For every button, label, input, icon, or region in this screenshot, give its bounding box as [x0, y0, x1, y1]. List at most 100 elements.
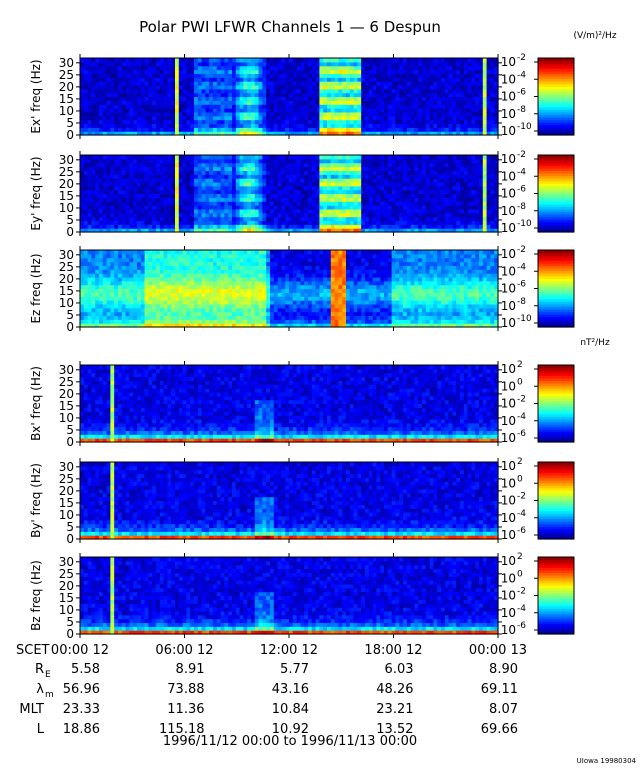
spectrogram-cell — [114, 194, 118, 198]
spectrogram-cell — [464, 70, 468, 74]
spectrogram-cell — [118, 312, 122, 316]
spectrogram-cell — [304, 85, 308, 89]
spectrogram-cell — [441, 100, 445, 104]
spectrogram-cell — [468, 123, 472, 127]
spectrogram-cell — [251, 190, 255, 194]
spectrogram-cell — [145, 85, 149, 89]
colorbar-tick-exponent: -4 — [517, 167, 526, 177]
spectrogram-cell — [388, 155, 392, 159]
spectrogram-cell — [133, 127, 137, 131]
spectrogram-cell — [316, 93, 320, 97]
spectrogram-cell — [483, 194, 487, 198]
spectrogram-cell — [262, 213, 266, 217]
spectrogram-cell — [449, 116, 453, 120]
spectrogram-cell — [129, 167, 133, 171]
spectrogram-cell — [437, 167, 441, 171]
spectrogram-cell — [335, 73, 339, 77]
spectrogram-cell — [205, 81, 209, 85]
spectrogram-cell — [376, 58, 380, 62]
spectrogram-cell — [103, 116, 107, 120]
spectrogram-cell — [107, 77, 111, 81]
spectrogram-cell — [411, 155, 415, 159]
spectrogram-cell — [99, 217, 103, 221]
spectrogram-cell — [270, 123, 274, 127]
spectrogram-cell — [129, 97, 133, 101]
spectrogram-cell — [449, 62, 453, 66]
spectrogram-cell — [456, 81, 460, 85]
spectrogram-cell — [403, 73, 407, 77]
spectrogram-cell — [418, 62, 422, 66]
spectrogram-cell — [190, 174, 194, 178]
spectrogram-cell — [129, 77, 133, 81]
spectrogram-cell — [452, 217, 456, 221]
spectrogram-cell — [354, 120, 358, 124]
spectrogram-cell — [164, 70, 168, 74]
spectrogram-cell — [468, 217, 472, 221]
spectrogram-cell — [380, 77, 384, 81]
spectrogram-cell — [437, 104, 441, 108]
spectrogram-cell — [365, 70, 369, 74]
spectrogram-cell — [194, 220, 198, 224]
spectrogram-cell — [84, 89, 88, 93]
spectrogram-cell — [205, 194, 209, 198]
spectrogram-cell — [152, 66, 156, 70]
spectrogram-cell — [133, 178, 137, 182]
spectrogram-cell — [342, 190, 346, 194]
spectrogram-cell — [433, 197, 437, 201]
spectrogram-cell — [186, 81, 190, 85]
spectrogram-cell — [160, 93, 164, 97]
spectrogram-cell — [171, 163, 175, 167]
spectrogram-cell — [316, 205, 320, 209]
spectrogram-cell — [91, 224, 95, 228]
spectrogram-cell — [183, 220, 187, 224]
spectrogram-cell — [232, 163, 236, 167]
spectrogram-cell — [293, 120, 297, 124]
spectrogram-cell — [365, 190, 369, 194]
spectrogram-cell — [369, 77, 373, 81]
spectrogram-cell — [224, 190, 228, 194]
spectrogram-cell — [156, 213, 160, 217]
spectrogram-cell — [468, 70, 472, 74]
spectrogram-cell — [141, 258, 145, 262]
spectrogram-cell — [91, 308, 95, 312]
spectrogram-cell — [399, 163, 403, 167]
spectrogram-cell — [194, 108, 198, 112]
spectrogram-cell — [456, 85, 460, 89]
spectrogram-cell — [137, 209, 141, 213]
spectrogram-cell — [331, 220, 335, 224]
spectrogram-cell — [198, 127, 202, 131]
spectrogram-cell — [312, 182, 316, 186]
spectrogram-cell — [141, 315, 145, 319]
spectrogram-cell — [152, 197, 156, 201]
spectrogram-cell — [118, 300, 122, 304]
spectrogram-cell — [194, 77, 198, 81]
spectrogram-cell — [300, 170, 304, 174]
spectrogram-cell — [205, 174, 209, 178]
spectrogram-cell — [270, 170, 274, 174]
spectrogram-cell — [392, 66, 396, 70]
spectrogram-cell — [293, 66, 297, 70]
spectrogram-cell — [262, 89, 266, 93]
spectrogram-cell — [338, 201, 342, 205]
spectrogram-cell — [365, 85, 369, 89]
spectrogram-cell — [323, 178, 327, 182]
spectrogram-cell — [437, 85, 441, 89]
spectrogram-cell — [190, 201, 194, 205]
spectrogram-cell — [251, 217, 255, 221]
spectrogram-cell — [285, 159, 289, 163]
spectrogram-cell — [319, 220, 323, 224]
spectrogram-cell — [487, 62, 491, 66]
spectrogram-cell — [80, 108, 84, 112]
spectrogram-cell — [145, 289, 149, 293]
spectrogram-cell — [365, 224, 369, 228]
spectrogram-cell — [247, 112, 251, 116]
spectrogram-cell — [422, 201, 426, 205]
spectrogram-cell — [452, 155, 456, 159]
spectrogram-cell — [430, 73, 434, 77]
spectrogram-cell — [422, 194, 426, 198]
spectrogram-cell — [471, 170, 475, 174]
spectrogram-cell — [304, 120, 308, 124]
spectrogram-cell — [148, 159, 152, 163]
spectrogram-cell — [133, 217, 137, 221]
spectrogram-cell — [95, 194, 99, 198]
